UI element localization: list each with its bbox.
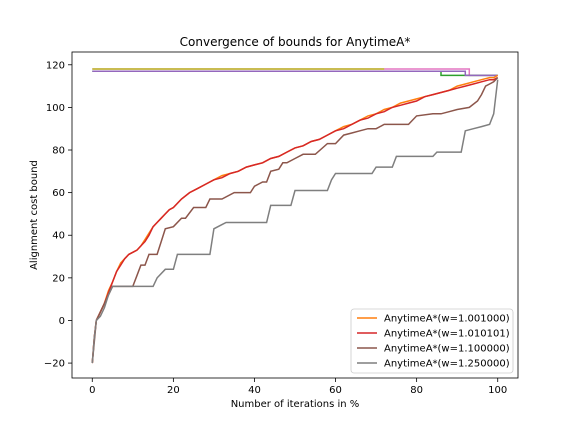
- y-tick-label: 0: [59, 316, 65, 327]
- upper-bound-line-4: [92, 70, 498, 77]
- legend-frame: [350, 308, 514, 374]
- legend-label: AnytimeA*(w=1.100000): [384, 344, 510, 355]
- series-lines: [91, 74, 499, 364]
- y-tick-label: 120: [46, 60, 65, 71]
- x-axis: 0 20 40 60 80 100: [89, 378, 507, 396]
- y-axis-label: Alignment cost bound: [29, 160, 40, 270]
- legend: AnytimeA*(w=1.001000) AnytimeA*(w=1.01010…: [350, 308, 514, 374]
- y-tick-label: 100: [46, 103, 65, 114]
- series-line-2: [91, 76, 499, 364]
- legend-label: AnytimeA*(w=1.001000): [384, 314, 510, 325]
- plot-frame: [71, 51, 519, 379]
- y-tick-label: −20: [44, 359, 65, 370]
- x-tick-label: 20: [167, 385, 180, 396]
- y-tick-label: 80: [52, 146, 65, 157]
- upper-bound-lines: [92, 68, 498, 77]
- y-tick-label: 40: [52, 231, 65, 242]
- chart-title: Convergence of bounds for AnytimeA*: [180, 35, 411, 49]
- x-tick-label: 60: [329, 385, 342, 396]
- y-axis: −20 0 20 40 60 80 100 120: [44, 60, 72, 370]
- series-line-4: [91, 79, 499, 364]
- x-axis-label: Number of iterations in %: [231, 399, 360, 410]
- series-line-3: [91, 77, 499, 364]
- y-tick-label: 60: [52, 188, 65, 199]
- y-tick-label: 20: [52, 273, 65, 284]
- x-tick-label: 0: [89, 385, 95, 396]
- legend-label: AnytimeA*(w=1.250000): [384, 359, 510, 370]
- x-tick-label: 40: [248, 385, 261, 396]
- legend-label: AnytimeA*(w=1.010101): [384, 329, 510, 340]
- x-tick-label: 80: [410, 385, 423, 396]
- x-tick-label: 100: [488, 385, 507, 396]
